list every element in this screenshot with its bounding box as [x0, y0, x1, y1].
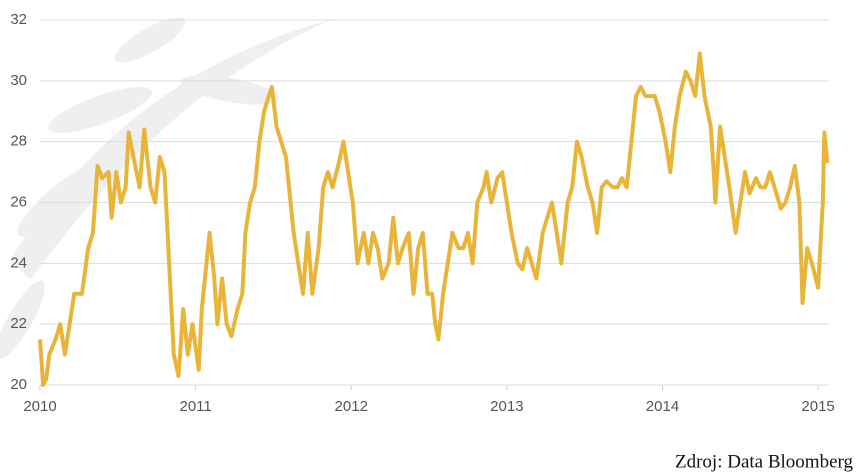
y-tick-label: 24: [10, 254, 27, 271]
source: Zdroj: Data Bloomberg: [675, 451, 854, 472]
x-tick-label: 2015: [801, 398, 834, 415]
y-tick-label: 22: [10, 315, 27, 332]
y-tick-label: 30: [10, 72, 27, 89]
data-line: [38, 51, 830, 387]
y-tick-label: 20: [10, 376, 27, 393]
x-tick-label: 2012: [335, 398, 368, 415]
y-tick-label: 32: [10, 11, 27, 28]
y-tick-label: 26: [10, 193, 27, 210]
x-tick-label: 2013: [490, 398, 523, 415]
x-tick-label: 2010: [23, 398, 56, 415]
x-tick-label: 2014: [646, 398, 679, 415]
x-tick-label: 2011: [179, 398, 211, 415]
watermark: [0, 17, 330, 360]
y-tick-label: 28: [10, 133, 27, 150]
